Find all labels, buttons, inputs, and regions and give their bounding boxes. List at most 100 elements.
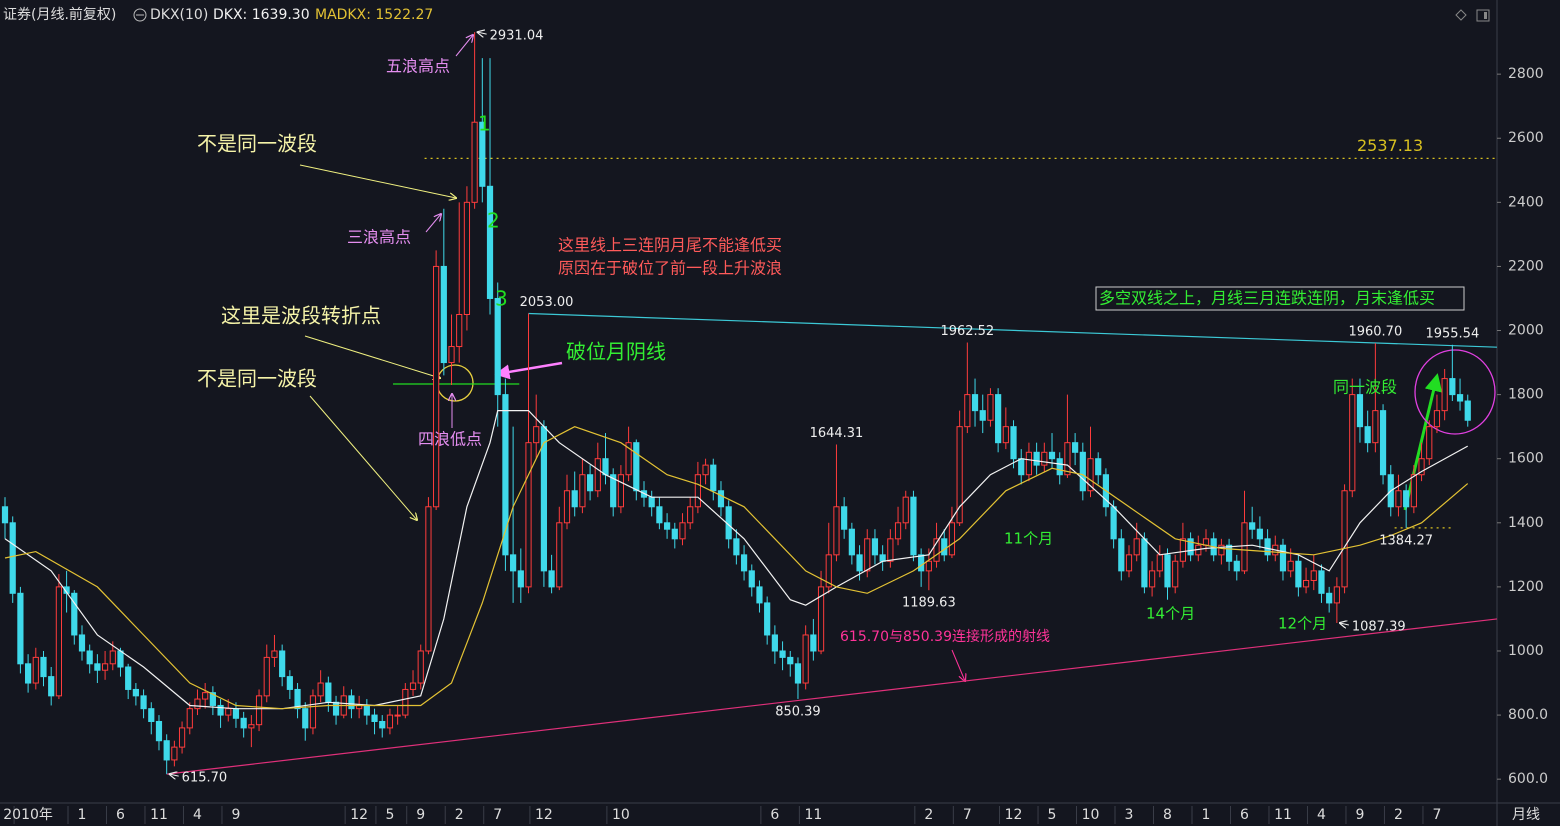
x-tick-label: 10 (612, 807, 630, 823)
candle-body (40, 656, 47, 678)
annotation-arrow (494, 361, 563, 380)
y-tick-label: 1400 (1508, 515, 1544, 531)
candle-body (810, 634, 817, 652)
candle-body (86, 650, 93, 665)
candle-body (717, 490, 725, 508)
x-tick-label: 12 (535, 807, 553, 823)
candle-body (17, 592, 24, 665)
annotation: 12个月 (1278, 615, 1327, 633)
candle-body (1164, 554, 1171, 588)
candle-body (240, 717, 247, 729)
candle-body (1379, 410, 1387, 476)
candle-body (1, 506, 9, 524)
candle-body (602, 458, 609, 476)
candle-body (1218, 544, 1225, 556)
candle-body (748, 570, 755, 588)
toolbar-icon (1484, 12, 1487, 19)
candle-body (787, 656, 794, 665)
candle-body (140, 695, 147, 710)
x-tick-label: 11 (1274, 807, 1292, 823)
candle-body (764, 602, 771, 636)
candle-body (263, 656, 270, 697)
candle-body (648, 496, 655, 508)
candle-body (332, 701, 340, 716)
candle-body (1125, 554, 1133, 572)
candle-body (502, 394, 509, 556)
candle-body (671, 528, 678, 540)
candle-body (633, 442, 640, 492)
candle-body (494, 297, 501, 396)
toolbar-icon[interactable] (1455, 9, 1467, 21)
candle-body (756, 586, 763, 604)
y-tick-label: 800.0 (1508, 707, 1548, 723)
candle-body (1341, 490, 1348, 588)
extreme-label: 1960.70 (1348, 325, 1402, 340)
candle-body (687, 506, 694, 524)
candle-body (178, 727, 186, 748)
x-tick-label: 3 (1125, 807, 1134, 823)
indicator-icon[interactable] (133, 8, 147, 22)
extreme-label: 2053.00 (520, 295, 574, 310)
candle-body (1256, 528, 1263, 540)
candle-body (525, 442, 532, 588)
candle-body (1403, 490, 1410, 508)
candle-body (1349, 394, 1356, 492)
candle-body (1426, 426, 1433, 460)
candle-body (517, 570, 524, 588)
extreme-arrow (1340, 623, 1349, 625)
candle-body (1002, 426, 1009, 444)
annotation: 四浪低点 (418, 430, 482, 449)
candle-body (363, 704, 370, 716)
toolbar-icon[interactable] (1476, 9, 1490, 22)
annotation: 不是同一波段 (197, 367, 317, 391)
extreme-label: 1955.54 (1425, 326, 1479, 341)
candle-body (1187, 538, 1194, 556)
annotation: 多空双线之上，月线三月连跌连阴，月末逢低买 (1099, 289, 1435, 308)
legend-entry: DKX: 1639.30 (213, 7, 310, 23)
candle-body (132, 688, 139, 697)
candle-body (625, 442, 632, 476)
candle-body (656, 506, 663, 524)
x-tick-label: 7 (1432, 807, 1441, 823)
x-tick-label: 6 (1240, 807, 1249, 823)
x-tick-label: 10 (1082, 807, 1100, 823)
annotation: 11个月 (1004, 530, 1053, 548)
candle-body (286, 676, 293, 690)
candle-body (255, 695, 263, 726)
candle-body (617, 474, 624, 508)
candle-body (309, 695, 317, 729)
candle-body (409, 682, 417, 690)
x-tick-label: 11 (804, 807, 822, 823)
candle-body (394, 714, 401, 717)
candle-body (163, 740, 170, 761)
x-tick-label: 1 (1202, 807, 1211, 823)
indicator-line (4, 410, 1468, 710)
annotation: 三浪高点 (347, 228, 411, 247)
candle-body (155, 720, 163, 742)
candle-body (1372, 410, 1379, 444)
candle-body (1233, 560, 1240, 572)
x-tick-label: 12 (350, 807, 368, 823)
candle-body (1079, 451, 1086, 492)
candle-body (887, 538, 894, 562)
candle-body (386, 714, 394, 729)
candle-body (833, 506, 840, 556)
y-tick-label: 1000 (1508, 643, 1544, 659)
extreme-arrow (170, 774, 179, 776)
candle-body (733, 538, 740, 556)
annotation: 不是同一波段 (197, 132, 317, 156)
candle-body (232, 708, 240, 719)
candle-body (417, 650, 424, 684)
candle-body (1149, 570, 1156, 588)
candle-body (1172, 560, 1179, 588)
candle-body (78, 634, 86, 652)
candle-body (1225, 544, 1233, 562)
candle-body (1072, 442, 1079, 453)
annotation: 2 (487, 209, 500, 233)
annotation: 同一波段 (1333, 378, 1397, 397)
candle-body (302, 708, 309, 729)
candle-body (579, 474, 586, 508)
candle-body (1456, 394, 1464, 402)
candle-body (271, 650, 278, 658)
candle-body (964, 394, 971, 428)
